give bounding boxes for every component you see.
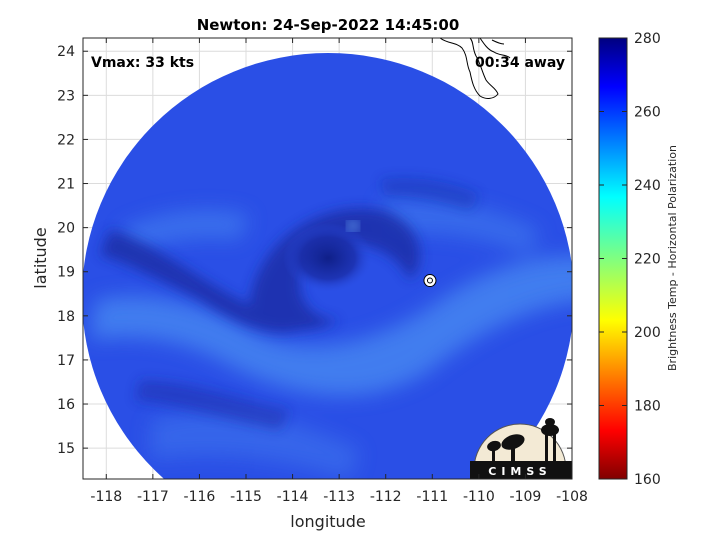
colorbar-tick-label: 260 xyxy=(634,105,661,121)
x-tick-label: -111 xyxy=(416,489,448,505)
x-tick-label: -108 xyxy=(556,489,588,505)
x-tick-label: -116 xyxy=(184,489,216,505)
y-tick-label: 17 xyxy=(57,353,75,369)
axes-box xyxy=(82,37,573,480)
colorbar-tick-label: 220 xyxy=(634,252,661,268)
x-tick-label: -117 xyxy=(137,489,169,505)
y-tick-label: 21 xyxy=(57,177,75,193)
latitude-ticks: 15 16 17 18 19 20 21 22 23 24 xyxy=(57,44,572,457)
x-tick-label: -112 xyxy=(370,489,402,505)
colorbar-ticks: 160 180 200 220 240 260 280 xyxy=(599,31,661,488)
y-tick-label: 19 xyxy=(57,265,75,281)
colorbar-tick-label: 200 xyxy=(634,325,661,341)
cimss-logo-text: CIMSS xyxy=(488,465,551,478)
y-tick-label: 23 xyxy=(57,88,75,104)
y-tick-label: 16 xyxy=(57,397,75,413)
colorbar-tick-label: 160 xyxy=(634,472,661,488)
vmax-label: Vmax: 33 kts xyxy=(91,55,194,71)
cimss-logo: CIMSS xyxy=(470,418,572,479)
y-tick-label: 24 xyxy=(57,44,75,60)
x-tick-label: -109 xyxy=(510,489,542,505)
x-tick-label: -114 xyxy=(277,489,309,505)
x-tick-label: -110 xyxy=(463,489,495,505)
colorbar-label: Brightness Temp - Horizontal Polarizatio… xyxy=(666,145,679,371)
longitude-ticks: -118 -117 -116 -115 -114 -113 -112 -111 -110 -109… xyxy=(90,38,588,505)
colorbar-tick-label: 180 xyxy=(634,399,661,415)
y-tick-label: 22 xyxy=(57,132,75,148)
eyewall-bright-spot xyxy=(347,221,359,231)
figure-title: Newton: 24-Sep-2022 14:45:00 xyxy=(197,16,460,34)
storm-center-marker xyxy=(423,274,437,288)
y-tick-label: 15 xyxy=(57,441,75,457)
x-tick-label: -115 xyxy=(230,489,262,505)
microwave-swath xyxy=(83,53,572,479)
x-tick-label: -113 xyxy=(323,489,355,505)
colorbar-tick-label: 240 xyxy=(634,178,661,194)
x-axis-label: longitude xyxy=(290,512,365,531)
y-axis-label: latitude xyxy=(31,227,50,288)
coastline xyxy=(439,38,511,99)
storm-core xyxy=(283,223,373,293)
x-tick-label: -118 xyxy=(90,489,122,505)
time-away-label: 00:34 away xyxy=(475,55,565,71)
y-tick-label: 20 xyxy=(57,221,75,237)
swath-light-bands xyxy=(90,198,572,479)
y-tick-label: 18 xyxy=(57,309,75,325)
colorbar-tick-label: 280 xyxy=(634,31,661,47)
